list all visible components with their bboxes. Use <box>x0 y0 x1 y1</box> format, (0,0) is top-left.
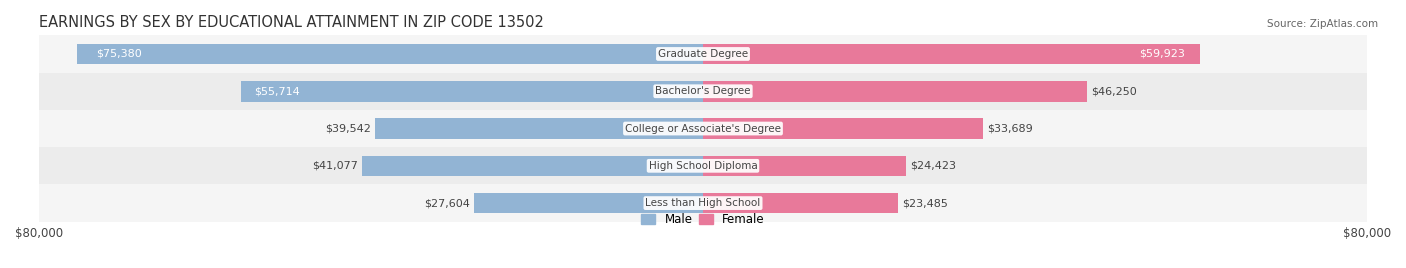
Bar <box>703 155 905 176</box>
Text: $27,604: $27,604 <box>423 198 470 208</box>
Text: $59,923: $59,923 <box>1139 49 1185 59</box>
Bar <box>77 44 703 64</box>
Bar <box>703 193 898 213</box>
Bar <box>39 35 1367 73</box>
Text: $39,542: $39,542 <box>325 124 371 133</box>
Text: $55,714: $55,714 <box>254 86 301 96</box>
Bar <box>375 118 703 139</box>
Bar <box>363 155 703 176</box>
Text: $23,485: $23,485 <box>903 198 948 208</box>
Text: $75,380: $75,380 <box>96 49 142 59</box>
Bar <box>703 81 1087 102</box>
Legend: Male, Female: Male, Female <box>637 208 769 231</box>
Bar <box>39 147 1367 184</box>
Bar <box>703 118 983 139</box>
Bar <box>39 73 1367 110</box>
Text: College or Associate's Degree: College or Associate's Degree <box>626 124 780 133</box>
Text: $33,689: $33,689 <box>987 124 1032 133</box>
Text: Bachelor's Degree: Bachelor's Degree <box>655 86 751 96</box>
Text: $41,077: $41,077 <box>312 161 359 171</box>
Bar <box>474 193 703 213</box>
Bar <box>703 44 1201 64</box>
Text: $46,250: $46,250 <box>1091 86 1136 96</box>
Text: High School Diploma: High School Diploma <box>648 161 758 171</box>
Bar <box>39 184 1367 222</box>
Text: Source: ZipAtlas.com: Source: ZipAtlas.com <box>1267 19 1378 29</box>
Text: Less than High School: Less than High School <box>645 198 761 208</box>
Bar <box>39 110 1367 147</box>
Bar <box>240 81 703 102</box>
Text: Graduate Degree: Graduate Degree <box>658 49 748 59</box>
Text: $24,423: $24,423 <box>910 161 956 171</box>
Text: EARNINGS BY SEX BY EDUCATIONAL ATTAINMENT IN ZIP CODE 13502: EARNINGS BY SEX BY EDUCATIONAL ATTAINMEN… <box>39 15 544 30</box>
